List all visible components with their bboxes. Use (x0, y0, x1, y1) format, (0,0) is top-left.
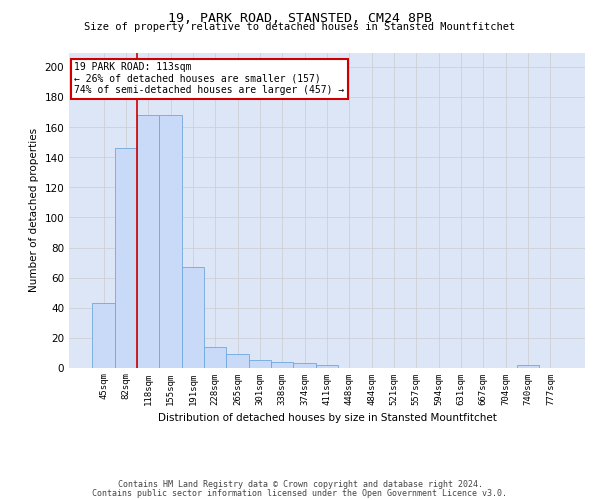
Bar (249, 360, 271, 368)
Bar (226, 354, 249, 368)
Bar (115, 148, 137, 368)
Bar (204, 346, 226, 368)
Bar (160, 116, 182, 368)
Bar (517, 364, 539, 368)
Bar (137, 116, 160, 368)
Y-axis label: Number of detached properties: Number of detached properties (29, 128, 39, 292)
X-axis label: Distribution of detached houses by size in Stansted Mountfitchet: Distribution of detached houses by size … (158, 413, 496, 423)
Text: Contains public sector information licensed under the Open Government Licence v3: Contains public sector information licen… (92, 488, 508, 498)
Bar (92, 303, 115, 368)
Bar (293, 363, 316, 368)
Bar (182, 267, 204, 368)
Text: 19 PARK ROAD: 113sqm
← 26% of detached houses are smaller (157)
74% of semi-deta: 19 PARK ROAD: 113sqm ← 26% of detached h… (74, 62, 344, 95)
Text: 19, PARK ROAD, STANSTED, CM24 8PB: 19, PARK ROAD, STANSTED, CM24 8PB (168, 12, 432, 26)
Bar (271, 362, 293, 368)
Text: Contains HM Land Registry data © Crown copyright and database right 2024.: Contains HM Land Registry data © Crown c… (118, 480, 482, 489)
Bar (316, 364, 338, 368)
Text: Size of property relative to detached houses in Stansted Mountfitchet: Size of property relative to detached ho… (85, 22, 515, 32)
